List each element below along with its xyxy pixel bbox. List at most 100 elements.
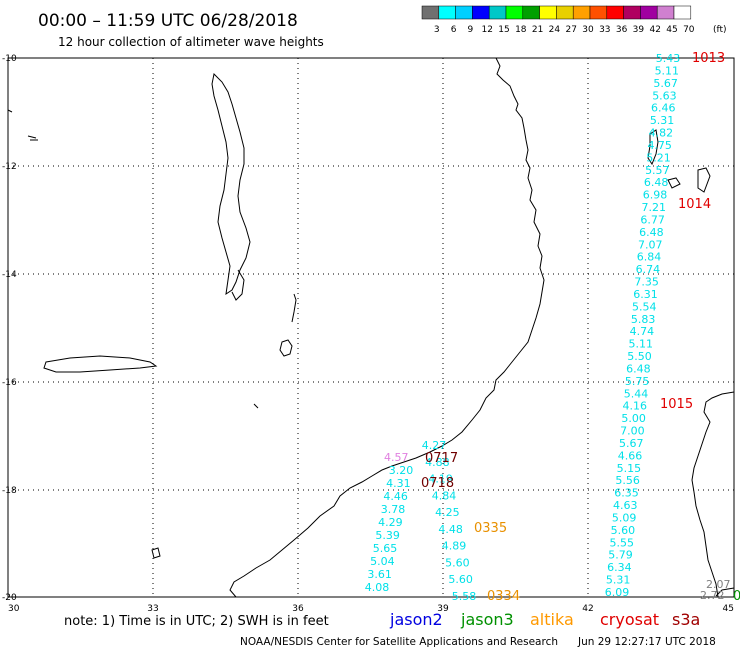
legend-swatch	[673, 5, 692, 20]
latitude-label: -14	[2, 270, 17, 280]
legend-label: 12	[481, 25, 492, 35]
legend-label: 27	[565, 25, 576, 35]
wave-height-value: 6.98	[643, 189, 668, 202]
wave-height-value: 5.67	[619, 437, 644, 450]
time-label-0718: 0718	[421, 476, 454, 491]
latitude-labels: -10 -12 -14 -16 -18 -20	[2, 54, 17, 603]
legend-label: 18	[515, 25, 527, 35]
legend-swatch	[656, 5, 675, 20]
footer-note: note: 1) Time is in UTC; 2) SWH is in fe…	[64, 614, 329, 629]
legend-label: 6	[451, 25, 457, 35]
wave-height-value: 4.27	[422, 439, 447, 452]
legend-label: 24	[549, 25, 561, 35]
wave-height-value: 4.75	[647, 139, 672, 152]
legend-label: 30	[582, 25, 594, 35]
gray-value-2: 2.72	[700, 589, 725, 602]
longitude-label: 39	[437, 604, 449, 614]
legend-swatch	[421, 5, 440, 20]
wave-height-value: 5.60	[611, 524, 636, 537]
time-label-0334: 0334	[487, 589, 520, 604]
legend-swatch	[606, 5, 624, 20]
madagascar-coastline	[691, 391, 735, 598]
lake-malawi	[211, 72, 251, 296]
legend-swatch	[539, 5, 557, 20]
wave-height-value: 5.39	[375, 529, 400, 542]
longitude-label: 36	[292, 604, 304, 614]
latitude-label: -12	[2, 162, 17, 172]
wave-height-value: 5.43	[656, 52, 681, 65]
legend-label: 3	[434, 25, 440, 35]
sat-s3a: s3a	[672, 610, 700, 629]
wave-height-value: 4.63	[613, 499, 638, 512]
legend-swatch	[640, 5, 658, 20]
mainland-coastline	[229, 57, 545, 598]
footer-credit: NOAA/NESDIS Center for Satellite Applica…	[240, 636, 558, 648]
wave-height-value: 5.58	[452, 590, 477, 603]
track-middle-values: 4.27 4.88 4.19 4.84 4.25 4.48 4.89 5.60 5.60 5.58	[422, 439, 477, 603]
latitude-label: -18	[2, 486, 17, 496]
wave-height-value: 4.16	[623, 400, 648, 413]
longitude-label: 33	[147, 604, 158, 614]
footer-timestamp: Jun 29 12:27:17 UTC 2018	[577, 636, 716, 648]
legend-swatch	[488, 5, 507, 20]
map-frame	[7, 57, 735, 598]
legend-swatch	[556, 5, 574, 20]
wave-height-value: 5.04	[370, 555, 395, 568]
edge-green-label: 0	[733, 589, 740, 604]
wave-height-value: 5.63	[652, 89, 677, 102]
coastlines	[7, 57, 735, 598]
legend-swatch	[505, 5, 524, 20]
wave-height-value: 4.88	[425, 456, 450, 469]
wave-height-value: 5.79	[608, 549, 633, 562]
wave-height-value: 4.74	[630, 325, 655, 338]
map-grid	[8, 58, 734, 597]
legend-swatch	[572, 5, 591, 20]
longitude-labels: 30 33 36 39 42 45	[8, 604, 734, 614]
wave-height-value: 6.09	[605, 586, 630, 599]
time-label-1013: 1013	[692, 51, 725, 66]
small-feature-a	[27, 135, 38, 141]
wave-height-value: 5.60	[448, 573, 473, 586]
wave-height-value: 4.19	[428, 473, 453, 486]
wave-height-value: 6.48	[644, 176, 669, 189]
wave-height-value: 5.67	[653, 77, 678, 90]
wave-height-value: 5.65	[373, 542, 398, 555]
wave-height-value: 6.31	[633, 288, 658, 301]
time-label-1014: 1014	[678, 197, 711, 212]
wave-height-value: 5.11	[655, 64, 680, 77]
legend-label: 33	[599, 25, 610, 35]
legend-swatch	[438, 5, 456, 20]
wave-height-value: 5.75	[625, 375, 650, 388]
shire-river	[291, 293, 297, 323]
map-subtitle: 12 hour collection of altimeter wave hei…	[58, 35, 324, 49]
sat-jason3: jason3	[460, 610, 514, 629]
legend-label: 39	[633, 25, 645, 35]
lake-chilwa	[279, 339, 293, 357]
legend-label: 70	[683, 25, 695, 35]
wave-height-value: 3.78	[381, 503, 406, 516]
pink-value: 4.57	[384, 451, 409, 464]
longitude-label: 30	[8, 604, 20, 614]
wave-height-value: 5.31	[606, 574, 631, 587]
wave-height-value: 6.48	[639, 226, 664, 239]
wave-height-value: 5.55	[609, 536, 634, 549]
legend-label: 36	[616, 25, 628, 35]
wave-height-value: 4.46	[383, 490, 408, 503]
longitude-label: 45	[723, 604, 734, 614]
anjouan-island	[697, 167, 711, 193]
wave-height-value: 5.21	[646, 151, 671, 164]
wave-height-value: 6.77	[640, 213, 665, 226]
time-label-0717: 0717	[425, 451, 458, 466]
wave-height-value: 7.00	[620, 425, 645, 438]
small-feature-d	[151, 547, 161, 559]
wave-height-value: 5.31	[650, 114, 675, 127]
latitude-label: -10	[2, 54, 17, 64]
wave-height-value: 6.48	[626, 362, 651, 375]
wave-height-value: 7.35	[634, 276, 659, 289]
map-title: 00:00 – 11:59 UTC 06/28/2018	[38, 11, 298, 31]
wave-height-value: 6.84	[637, 251, 662, 264]
comoros-island	[647, 129, 659, 166]
wave-height-value: 4.08	[365, 581, 390, 594]
small-feature-c	[253, 403, 259, 409]
